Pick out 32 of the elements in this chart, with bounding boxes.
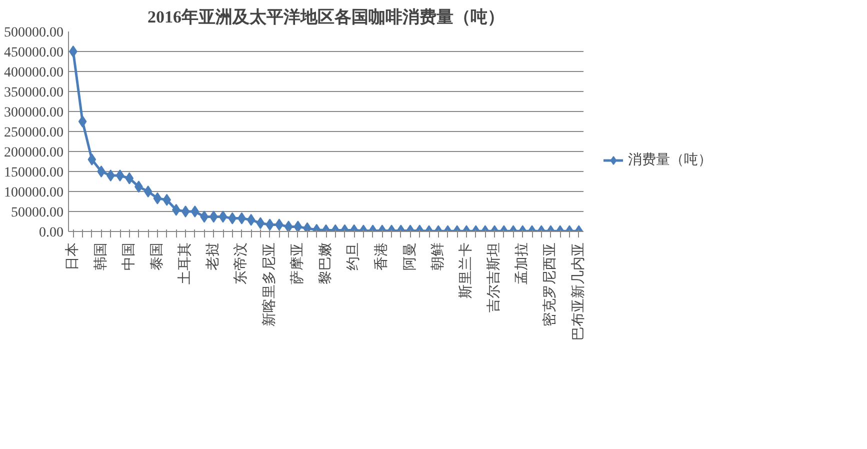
x-tick-label: 斯里兰卡 xyxy=(458,242,474,298)
x-tick-label: 老挝 xyxy=(205,242,222,270)
chart-title: 2016年亚洲及太平洋地区各国咖啡消费量（吨） xyxy=(148,8,504,26)
x-tick-label: 约旦 xyxy=(346,242,362,270)
legend-label: 消费量（吨） xyxy=(628,152,712,168)
y-tick-label: 450000.00 xyxy=(4,46,64,60)
x-tick-label: 朝鲜 xyxy=(430,242,446,270)
y-tick-label: 150000.00 xyxy=(4,166,64,180)
x-tick-label: 泰国 xyxy=(148,242,165,270)
x-tick-label: 阿曼 xyxy=(402,242,418,270)
y-tick-label: 50000.00 xyxy=(11,206,64,220)
x-tick-label: 新喀里多尼亚 xyxy=(261,242,278,326)
x-tick-label: 韩国 xyxy=(92,242,109,270)
x-tick-label: 吉尔吉斯坦 xyxy=(486,242,502,312)
x-tick-label: 香港 xyxy=(374,242,390,270)
y-tick-label: 200000.00 xyxy=(4,146,64,160)
y-tick-label: 350000.00 xyxy=(4,86,64,100)
x-tick-label: 中国 xyxy=(120,242,137,270)
y-tick-label: 0.00 xyxy=(39,226,64,240)
x-tick-label: 黎巴嫩 xyxy=(318,242,334,284)
x-tick-label: 孟加拉 xyxy=(514,242,530,284)
x-tick-label: 日本 xyxy=(64,242,81,270)
x-tick-label: 巴布亚新几内亚 xyxy=(570,242,586,340)
y-tick-label: 400000.00 xyxy=(4,66,64,80)
x-tick-label: 土耳其 xyxy=(177,242,194,284)
x-tick-label: 萨摩亚 xyxy=(289,242,306,284)
y-tick-label: 250000.00 xyxy=(4,126,64,140)
y-tick-label: 500000.00 xyxy=(4,26,64,40)
y-tick-label: 300000.00 xyxy=(4,106,64,120)
x-tick-label: 密克罗尼西亚 xyxy=(542,242,558,326)
x-tick-label: 东帝汶 xyxy=(233,242,250,284)
y-tick-label: 100000.00 xyxy=(4,186,64,200)
